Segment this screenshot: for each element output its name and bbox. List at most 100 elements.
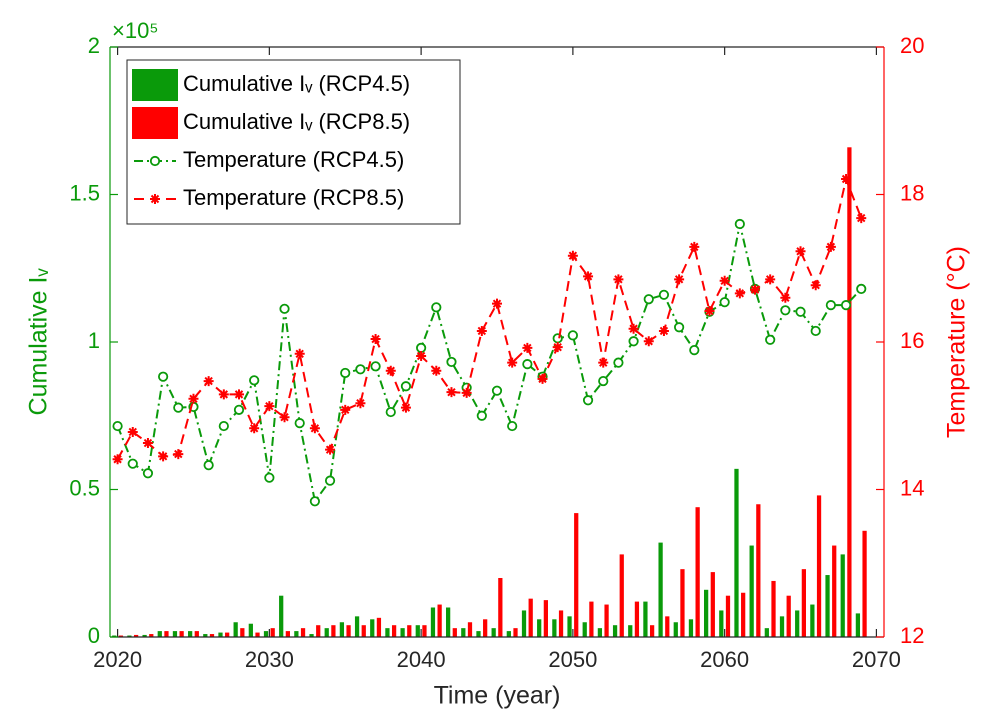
marker [780,305,791,316]
bar [688,619,694,637]
marker [370,334,381,345]
marker [431,302,442,313]
marker [780,292,791,303]
marker [734,288,745,299]
marker [491,385,503,396]
bar [142,634,147,637]
bar [354,616,360,637]
marker [522,359,533,370]
bar [764,628,769,637]
bar [285,631,290,637]
marker [127,458,138,469]
marker [613,357,624,368]
bar [628,625,633,637]
bar [430,607,436,637]
marker [719,297,730,308]
x-tick-label: 2040 [397,647,446,672]
marker [446,356,457,368]
bar [415,625,420,637]
bar [719,610,724,637]
marker [279,412,290,423]
bar [164,631,169,637]
bar [771,580,776,637]
y-tick-label: 1 [88,328,100,353]
bar [680,569,685,637]
bar [339,622,345,637]
marker [355,398,366,409]
marker [309,496,320,507]
y2-tick-label: 20 [900,33,924,58]
bar [734,468,739,637]
marker [704,306,715,317]
marker [340,404,351,415]
marker [188,393,199,404]
legend-swatch [132,107,178,139]
marker [795,246,806,257]
marker [567,330,578,341]
marker [233,404,245,415]
marker [689,345,700,356]
bar [324,628,329,637]
bar [203,634,208,637]
marker [613,274,624,285]
bar [725,595,731,637]
y2-tick-label: 16 [900,328,924,353]
x-tick-label: 2030 [245,647,294,672]
bar [188,631,193,637]
bar [643,601,648,637]
bar [649,625,655,637]
x-tick-label: 2060 [700,647,749,672]
marker [142,438,153,449]
marker [476,325,487,336]
bar [528,598,533,637]
marker [765,334,776,345]
bar [279,595,284,637]
marker [158,371,169,382]
y-multiplier: ×10⁵ [112,18,158,43]
bar [665,616,670,637]
marker [841,174,852,185]
marker [173,449,184,460]
marker [279,303,290,314]
bar [491,628,496,637]
marker [856,213,867,224]
bar [695,507,700,637]
bar [225,632,230,637]
bar [589,601,594,637]
bar [483,619,488,637]
bar [710,572,715,637]
bar [240,628,245,637]
y-tick-label: 0.5 [69,475,100,500]
bar [832,545,837,637]
bar [461,628,466,637]
marker [583,271,594,282]
bar [612,625,618,637]
marker [750,284,760,295]
bar [385,628,390,637]
bar [233,622,238,637]
legend-marker [150,194,160,204]
bar [467,622,473,637]
bar [619,554,624,637]
bar [862,530,867,637]
x-tick-label: 2070 [852,647,901,672]
marker [340,367,351,379]
marker [158,451,169,462]
marker [840,300,852,311]
marker [734,218,745,230]
legend-swatch [132,69,178,101]
marker [582,395,594,406]
bar [673,622,678,637]
bar [476,631,481,637]
legend-label: Temperature (RCP8.5) [183,185,404,210]
marker [218,420,229,432]
legend-box [126,59,461,225]
bar [194,631,199,637]
y-tick-label: 1.5 [69,180,100,205]
marker [674,274,685,285]
marker [507,420,518,432]
bar [704,589,709,637]
marker [446,387,457,398]
y2-tick-label: 14 [900,475,924,500]
